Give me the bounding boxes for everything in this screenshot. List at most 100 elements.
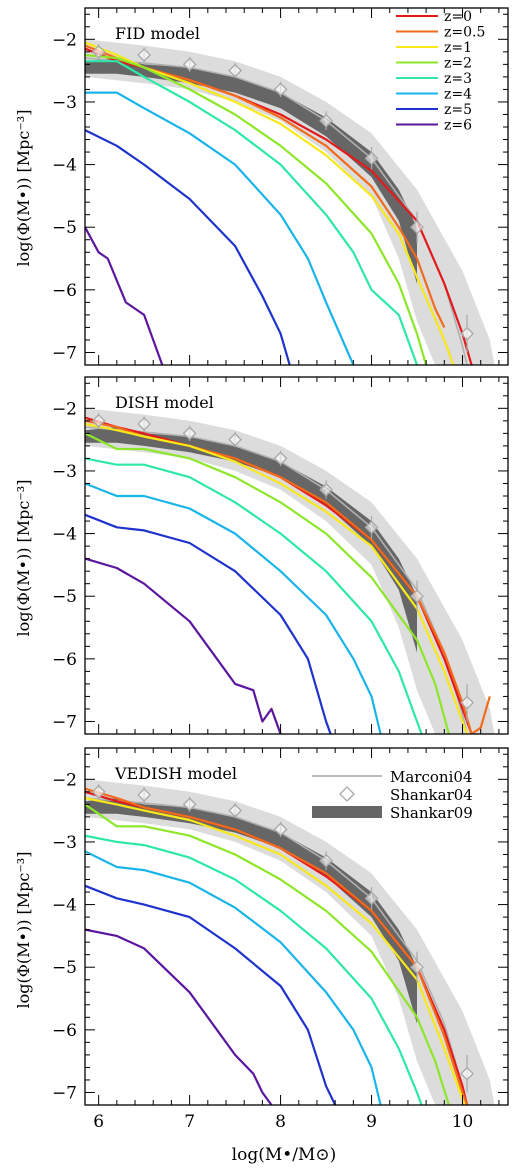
plot-area xyxy=(85,779,495,1105)
shankar04-point xyxy=(228,803,243,818)
panel-model-label: FID model xyxy=(115,24,200,43)
y-tick-label: −7 xyxy=(52,343,77,363)
series-z-2 xyxy=(85,53,428,365)
series-z-4 xyxy=(85,850,382,1105)
x-axis-label: log(M•/M⊙) xyxy=(232,1145,337,1165)
y-tick-label: −6 xyxy=(52,650,77,670)
y-tick-label: −6 xyxy=(52,281,77,301)
series-z-5 xyxy=(85,513,332,734)
shankar04-point xyxy=(364,520,379,535)
x-tick-label: 8 xyxy=(275,1112,286,1132)
shankar04-point xyxy=(319,853,333,868)
series-z-3 xyxy=(85,457,423,734)
series-z-0 xyxy=(85,416,473,734)
legend-label-z-1: z=1 xyxy=(444,40,472,56)
series-z-4 xyxy=(85,91,355,365)
y-tick-label: −2 xyxy=(52,399,77,419)
shankar04-point xyxy=(319,113,333,128)
legend-label-z-5: z=5 xyxy=(444,102,472,118)
shankar04-point xyxy=(460,326,474,341)
shankar04-point xyxy=(410,960,424,975)
series-z-2 xyxy=(85,803,450,1105)
legend-label-z-2: z=2 xyxy=(444,56,472,72)
y-tick-label: −4 xyxy=(52,896,77,916)
legend-label-marconi04: Marconi04 xyxy=(390,768,472,786)
y-tick-label: −4 xyxy=(52,525,77,545)
shankar04-point xyxy=(182,797,197,812)
shankar09-band xyxy=(85,58,417,284)
series-z-4 xyxy=(85,482,382,734)
y-tick-label: −7 xyxy=(52,1083,77,1103)
shankar04-point xyxy=(228,432,243,447)
series-z-6 xyxy=(85,226,164,365)
shankar04-point xyxy=(228,63,243,78)
series-z-5 xyxy=(85,884,337,1105)
series-z-2 xyxy=(85,432,450,734)
shankar04-point xyxy=(91,784,106,799)
legend-label-z-6: z=6 xyxy=(444,118,472,134)
plot-area xyxy=(85,408,495,734)
legend-label-z-4: z=4 xyxy=(444,87,472,103)
shankar04-uncertainty-band xyxy=(85,408,495,734)
shankar04-point xyxy=(460,695,474,710)
shankar04-point xyxy=(182,57,197,72)
panel-2: −2 −3 −4 −5 −6 −7 DISH model xyxy=(52,376,509,735)
shankar04-point xyxy=(364,151,379,166)
y-tick-label: −3 xyxy=(52,462,77,482)
legend-label-z-3: z=3 xyxy=(444,71,472,87)
shankar04-point xyxy=(410,220,424,235)
panel-frame xyxy=(84,376,509,735)
y-tick-label: −3 xyxy=(52,93,77,113)
y-tick-label: −5 xyxy=(52,218,77,238)
panel-frame xyxy=(84,7,509,366)
y-tick-label: −5 xyxy=(52,587,77,607)
legend-label-shankar04: Shankar04 xyxy=(390,786,473,804)
series-z-3 xyxy=(85,834,423,1105)
shankar09-band xyxy=(85,427,417,653)
y-tick-label: −5 xyxy=(52,958,77,978)
series-z-0-5 xyxy=(85,787,469,1105)
panel-model-label: DISH model xyxy=(115,393,214,412)
shankar04-point xyxy=(410,589,424,604)
legend-shankar09-band xyxy=(312,806,382,818)
shankar04-point xyxy=(460,1066,474,1081)
panel-frame xyxy=(84,747,509,1106)
y-tick-label: −2 xyxy=(52,770,77,790)
shankar04-point xyxy=(273,451,288,466)
x-tick-label: 10 xyxy=(452,1112,474,1132)
series-z-6 xyxy=(85,928,273,1105)
series-z-1 xyxy=(85,797,466,1105)
x-tick-label: 7 xyxy=(184,1112,195,1132)
shankar09-band xyxy=(85,798,417,1024)
series-z-5 xyxy=(85,129,291,365)
shankar04-point xyxy=(91,44,106,59)
shankar04-point xyxy=(137,788,152,802)
y-tick-label: −3 xyxy=(52,833,77,853)
legend-label-z-0: z=0 xyxy=(444,9,472,25)
shankar04-point xyxy=(273,822,288,837)
plot-area xyxy=(85,39,495,365)
y-axis-label-panel-1: log(Φ(M•)) [Mpc⁻³] xyxy=(14,110,33,267)
panel-model-label: VEDISH model xyxy=(114,764,237,783)
shankar04-point xyxy=(319,482,333,497)
shankar04-point xyxy=(137,417,152,431)
x-tick-label: 9 xyxy=(366,1112,377,1132)
y-tick-label: −2 xyxy=(52,30,77,50)
y-tick-label: −4 xyxy=(52,156,77,176)
shankar04-point xyxy=(91,413,106,428)
shankar04-point xyxy=(182,426,197,441)
x-tick-label: 6 xyxy=(93,1112,104,1132)
legend-label-shankar09: Shankar09 xyxy=(390,804,473,822)
series-z-3 xyxy=(85,60,419,365)
legend-label-z-0-5: z=0.5 xyxy=(444,25,485,41)
legend-shankar04-diamond xyxy=(339,786,355,802)
shankar04-point xyxy=(273,82,288,97)
series-z-1 xyxy=(85,422,469,734)
y-tick-label: −7 xyxy=(52,712,77,732)
y-axis-label-panel-2: log(Φ(M•)) [Mpc⁻³] xyxy=(14,480,33,637)
shankar04-point xyxy=(137,48,152,62)
